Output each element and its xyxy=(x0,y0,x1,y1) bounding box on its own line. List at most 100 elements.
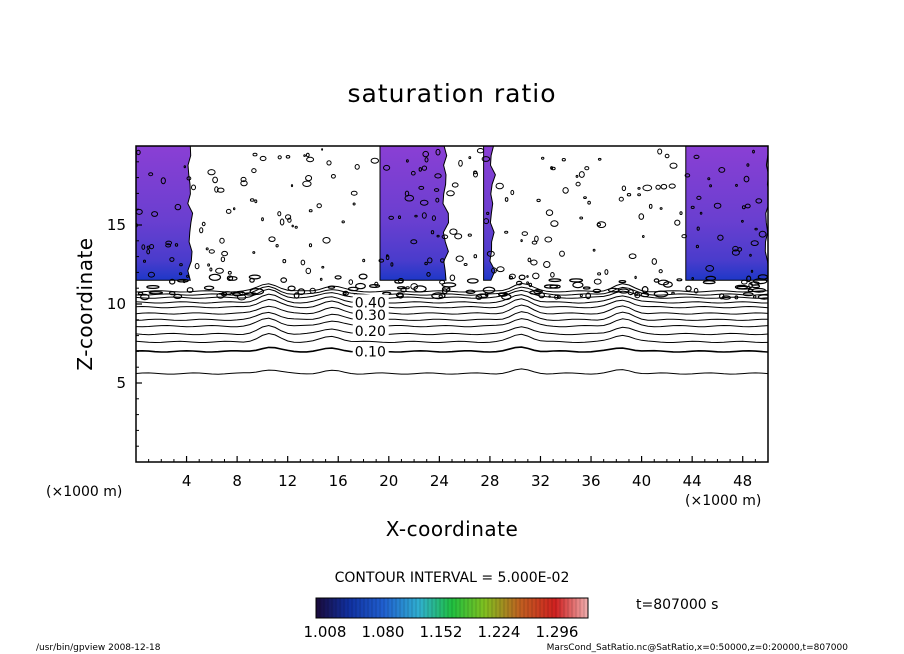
contour-speck xyxy=(543,261,551,268)
contour-speck xyxy=(214,186,219,193)
contour-speck xyxy=(473,170,478,175)
contour-speck xyxy=(685,285,692,292)
contour-speck xyxy=(435,148,441,156)
contour-speck xyxy=(305,267,312,275)
contour-label: 0.40 xyxy=(355,295,386,311)
contour-speck xyxy=(176,278,189,283)
contour-speck xyxy=(757,294,768,300)
contour-speck xyxy=(731,249,740,256)
contour-speck xyxy=(693,154,700,159)
contour-speck xyxy=(483,218,490,225)
contour-speck xyxy=(212,176,219,184)
contour-speck xyxy=(575,181,581,187)
contour-speck xyxy=(549,284,561,289)
contour-speck xyxy=(280,277,288,283)
contour-speck xyxy=(226,275,234,282)
contour-speck xyxy=(174,243,179,247)
contour-line xyxy=(136,332,768,344)
contour-label-bg xyxy=(352,294,389,310)
colorbar-tick-label: 1.008 xyxy=(304,623,347,641)
contour-speck xyxy=(186,274,190,278)
contour-speck xyxy=(354,164,360,170)
contour-speck xyxy=(696,195,702,200)
contour-speck xyxy=(424,157,429,163)
contour-speck xyxy=(405,286,410,290)
contour-speck xyxy=(404,190,410,197)
contour-speck xyxy=(220,256,226,263)
contour-speck xyxy=(319,277,323,281)
contour-speck xyxy=(637,187,641,190)
contour-speck xyxy=(655,184,661,190)
x-tick-label: 36 xyxy=(581,472,600,490)
contour-speck xyxy=(207,169,216,176)
contour-speck xyxy=(743,175,750,183)
contour-speck xyxy=(755,198,763,204)
contour-speck xyxy=(583,196,587,200)
contour-speck xyxy=(418,185,425,190)
contour-speck xyxy=(285,214,292,220)
contour-speck xyxy=(668,183,676,189)
footer-left: /usr/bin/gpview 2008-12-18 xyxy=(36,643,161,653)
contour-speck xyxy=(530,259,538,266)
contour-speck xyxy=(749,253,752,257)
contour-speck xyxy=(433,188,440,192)
contour-speck xyxy=(466,278,479,284)
contour-speck xyxy=(165,243,172,248)
contour-speck xyxy=(424,261,428,266)
contour-speck xyxy=(455,255,464,262)
contour-speck xyxy=(550,166,556,171)
contour-speck xyxy=(653,278,660,283)
contour-speck xyxy=(165,240,173,246)
x-unit-right: (×1000 m) xyxy=(685,493,761,509)
contour-speck xyxy=(531,240,538,245)
contour-speck xyxy=(268,236,276,242)
contour-speck xyxy=(404,194,415,202)
contour-speck xyxy=(597,157,602,161)
plot-area xyxy=(136,146,768,375)
contour-speck xyxy=(441,234,449,240)
x-tick-label: 12 xyxy=(278,472,297,490)
colorbar-tick-label: 1.224 xyxy=(478,623,521,641)
contour-speck xyxy=(294,225,298,229)
contour-speck xyxy=(585,292,592,300)
contour-speck xyxy=(750,269,754,273)
contour-line xyxy=(136,368,768,375)
contour-speck xyxy=(259,155,267,162)
contour-speck xyxy=(696,226,700,231)
contour-speck xyxy=(660,183,668,190)
y-tick-label: 15 xyxy=(107,216,126,234)
contour-line xyxy=(136,304,768,315)
contour-speck xyxy=(419,199,429,206)
contour-speck xyxy=(545,209,554,216)
contour-label-bg xyxy=(352,322,389,338)
contour-speck xyxy=(496,266,505,273)
x-axis-title: X-coordinate xyxy=(386,517,519,541)
contour-speck xyxy=(208,249,215,254)
contour-speck xyxy=(707,177,711,181)
contour-label: 0.20 xyxy=(355,324,386,340)
contour-speck xyxy=(473,254,478,259)
contour-speck xyxy=(254,199,258,204)
contour-label-group: 0.10 0.200.300.40 xyxy=(352,294,389,360)
contour-speck xyxy=(305,152,310,158)
contour-speck xyxy=(734,284,749,290)
contour-speck xyxy=(504,230,509,234)
chart-title: saturation ratio xyxy=(347,79,556,108)
contour-speck xyxy=(194,263,200,270)
contour-speck xyxy=(578,171,585,178)
contour-speck xyxy=(383,164,391,171)
contour-speck xyxy=(746,163,750,167)
contour-speck xyxy=(582,286,591,290)
contour-speck xyxy=(741,279,748,285)
contour-speck xyxy=(705,275,716,281)
contour-speck xyxy=(431,292,446,300)
contour-speck xyxy=(750,240,759,247)
contour-speck xyxy=(148,172,154,177)
contour-speck xyxy=(147,271,155,278)
contour-speck xyxy=(300,259,306,266)
contour-speck xyxy=(308,243,313,248)
contour-speck xyxy=(216,187,225,193)
contour-speck xyxy=(434,173,442,179)
contour-speck xyxy=(699,211,703,215)
contour-speck xyxy=(205,247,209,251)
